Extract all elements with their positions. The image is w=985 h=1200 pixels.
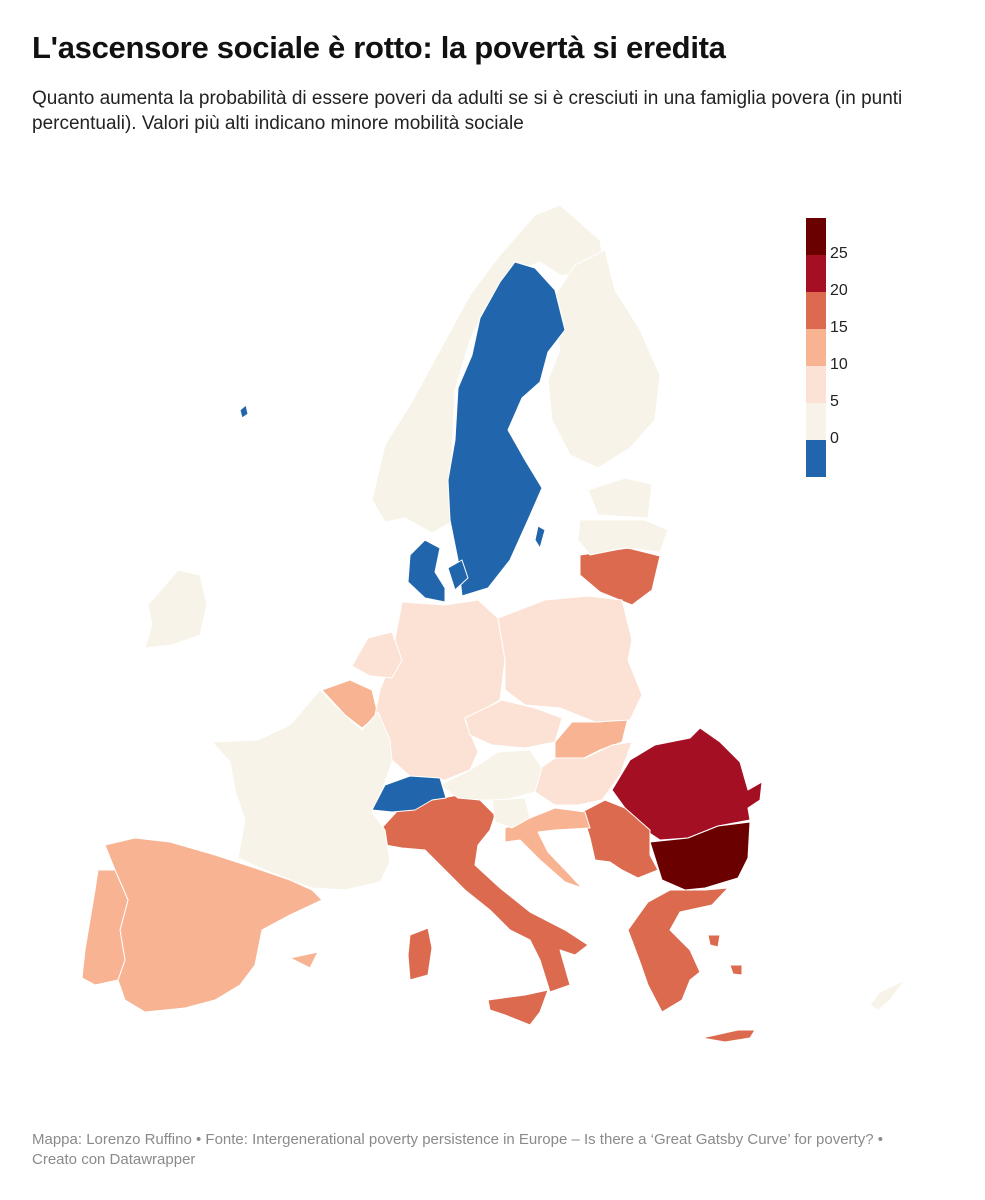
region-italy[interactable] [379, 794, 589, 993]
region-iceland[interactable] [239, 404, 249, 419]
region-denmark-part-1[interactable] [447, 559, 469, 591]
legend-tick-label: 10 [830, 356, 848, 373]
region-denmark[interactable] [407, 539, 446, 603]
region-poland[interactable] [497, 595, 643, 723]
region-italy-part-2[interactable] [407, 927, 433, 981]
chart-subtitle: Quanto aumenta la probabilità di essere … [32, 88, 903, 134]
legend-swatch [806, 366, 826, 403]
legend-swatch [806, 255, 826, 292]
region-greece-part-1[interactable] [701, 1029, 756, 1043]
legend-swatch [806, 292, 826, 329]
region-netherlands[interactable] [351, 631, 403, 679]
region-italy-part-1[interactable] [487, 989, 549, 1026]
region-spain-part-1[interactable] [289, 951, 319, 969]
region-croatia[interactable] [504, 807, 591, 889]
region-portugal[interactable] [81, 869, 129, 986]
region-norway[interactable] [371, 204, 606, 534]
legend-tick-label: 20 [830, 282, 848, 299]
legend-swatch [806, 329, 826, 366]
color-legend: 25 20 15 10 5 0 [806, 218, 886, 478]
region-greece-part-2[interactable] [729, 964, 743, 976]
legend-tick-label: 15 [830, 319, 848, 336]
legend-tick-label: 5 [830, 393, 839, 410]
region-slovenia[interactable] [491, 797, 531, 829]
region-sweden[interactable] [447, 261, 566, 597]
region-romania[interactable] [611, 727, 763, 841]
region-austria[interactable] [439, 749, 543, 801]
region-greece-part-3[interactable] [707, 934, 721, 948]
region-serbia[interactable] [581, 799, 659, 879]
legend-tick-label: 25 [830, 245, 848, 262]
source-footer: Mappa: Lorenzo Ruffino • Fonte: Intergen… [32, 1131, 883, 1168]
chart-title: L'ascensore sociale è rotto: la povertà … [32, 30, 726, 65]
region-cyprus[interactable] [869, 979, 906, 1011]
region-hungary[interactable] [534, 741, 633, 806]
legend-swatch [806, 218, 826, 255]
region-finland[interactable] [547, 249, 661, 469]
legend-swatch [806, 440, 826, 477]
region-france[interactable] [211, 689, 393, 891]
region-latvia[interactable] [577, 519, 669, 556]
region-czechia[interactable] [464, 699, 563, 749]
legend-swatch [806, 403, 826, 440]
legend-tick-label: 0 [830, 430, 839, 447]
region-estonia[interactable] [587, 477, 653, 519]
europe-map [81, 204, 906, 1043]
region-ireland[interactable] [144, 569, 208, 649]
region-greece[interactable] [627, 887, 729, 1013]
region-bulgaria[interactable] [649, 821, 751, 891]
region-switzerland[interactable] [371, 775, 447, 813]
region-sweden-part-1[interactable] [534, 525, 546, 549]
region-germany[interactable] [374, 599, 506, 781]
